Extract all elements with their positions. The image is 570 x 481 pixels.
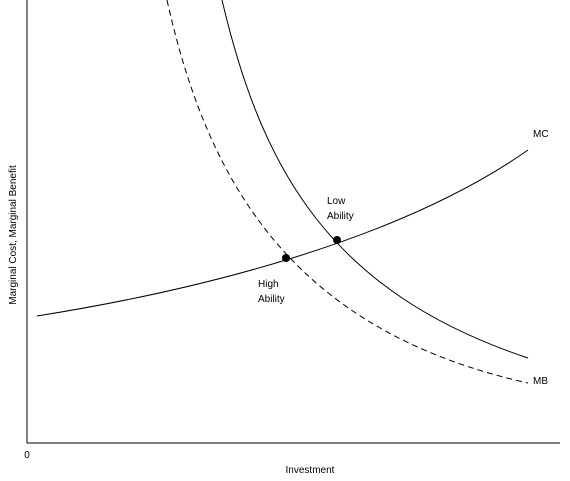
mc-curve xyxy=(36,149,529,317)
high-ability-point xyxy=(282,254,290,262)
high-ability-label: High xyxy=(258,279,279,290)
origin-label: 0 xyxy=(24,450,30,461)
x-axis-label: Investment xyxy=(286,465,335,476)
mb-curve-high-ability xyxy=(166,0,529,384)
y-axis-label: Marginal Cost, Marginal Benefit xyxy=(8,165,19,305)
mc-label: MC xyxy=(533,129,549,140)
mb-curve-low-ability xyxy=(221,0,529,359)
mb-label: MB xyxy=(533,376,548,387)
low-ability-label: Low xyxy=(327,196,346,207)
low-ability-label: Ability xyxy=(327,211,354,222)
high-ability-label: Ability xyxy=(258,294,285,305)
low-ability-point xyxy=(333,236,341,244)
